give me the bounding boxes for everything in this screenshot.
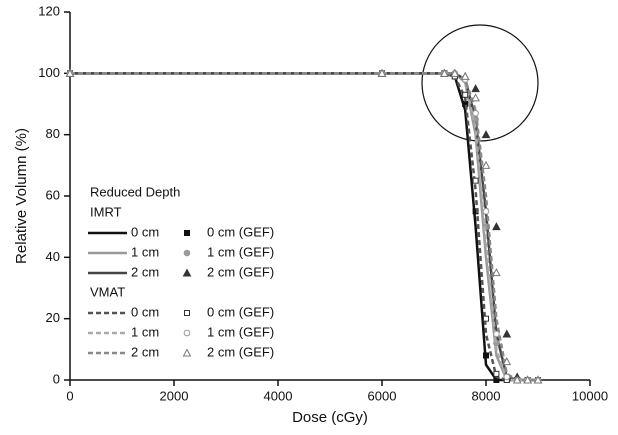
legend-label: 2 cm (GEF) bbox=[207, 344, 274, 359]
y-tick-label: 100 bbox=[38, 65, 60, 80]
data-point bbox=[377, 68, 387, 77]
highlight-circle bbox=[421, 24, 539, 142]
y-tick-label: 40 bbox=[46, 249, 60, 264]
y-tick-label: 20 bbox=[46, 310, 60, 325]
y-axis-label: Relative Volumn (%) bbox=[13, 128, 30, 264]
data-point bbox=[512, 375, 522, 384]
data-point bbox=[471, 93, 480, 102]
data-point bbox=[450, 68, 460, 77]
legend-label: 0 cm bbox=[131, 304, 159, 319]
legend-marker bbox=[182, 348, 192, 357]
data-point bbox=[481, 130, 491, 139]
legend-label: 2 cm bbox=[131, 264, 159, 279]
data-point bbox=[483, 352, 489, 359]
legend-marker bbox=[183, 249, 191, 257]
data-point bbox=[440, 68, 449, 77]
legend-label: 1 cm (GEF) bbox=[207, 244, 274, 259]
x-tick-label: 8000 bbox=[472, 388, 501, 403]
data-point bbox=[533, 375, 543, 384]
data-point bbox=[65, 68, 75, 77]
data-point bbox=[483, 315, 489, 322]
x-tick-label: 2000 bbox=[160, 388, 189, 403]
x-tick-label: 4000 bbox=[264, 388, 293, 403]
legend-label: 1 cm bbox=[131, 324, 159, 339]
x-tick-label: 6000 bbox=[368, 388, 397, 403]
data-point bbox=[492, 268, 501, 277]
data-point bbox=[493, 330, 500, 338]
legend-marker bbox=[184, 310, 190, 316]
data-point bbox=[460, 71, 470, 80]
legend-label: 0 cm (GEF) bbox=[207, 224, 274, 239]
legend-label: 1 cm bbox=[131, 244, 159, 259]
legend-marker bbox=[182, 268, 192, 277]
legend-label: 1 cm (GEF) bbox=[207, 324, 274, 339]
data-point bbox=[493, 370, 500, 377]
data-point bbox=[481, 160, 491, 169]
x-tick-label: 0 bbox=[66, 388, 73, 403]
legend-label: 0 cm (GEF) bbox=[207, 304, 274, 319]
y-tick-label: 0 bbox=[53, 371, 60, 386]
legend-label: 2 cm (GEF) bbox=[207, 264, 274, 279]
data-point bbox=[502, 329, 512, 338]
legend-label: 2 cm bbox=[131, 344, 159, 359]
legend-label: 0 cm bbox=[131, 224, 159, 239]
data-point bbox=[472, 109, 479, 117]
legend-marker bbox=[183, 329, 191, 337]
y-tick-label: 120 bbox=[38, 3, 60, 18]
data-point bbox=[523, 375, 532, 384]
data-point bbox=[503, 373, 511, 381]
data-point bbox=[492, 222, 501, 231]
legend-group: IMRT bbox=[90, 204, 122, 219]
data-point bbox=[502, 357, 512, 366]
data-point bbox=[462, 91, 469, 98]
legend-title: Reduced Depth bbox=[90, 184, 180, 199]
y-tick-label: 80 bbox=[46, 126, 60, 141]
data-point bbox=[472, 177, 479, 184]
data-point bbox=[471, 84, 480, 93]
data-point bbox=[482, 208, 490, 215]
legend-group: VMAT bbox=[90, 284, 125, 299]
y-tick-label: 60 bbox=[46, 187, 60, 202]
legend-marker bbox=[184, 230, 190, 236]
x-axis-label: Dose (cGy) bbox=[292, 409, 368, 426]
x-tick-label: 10000 bbox=[572, 388, 608, 403]
